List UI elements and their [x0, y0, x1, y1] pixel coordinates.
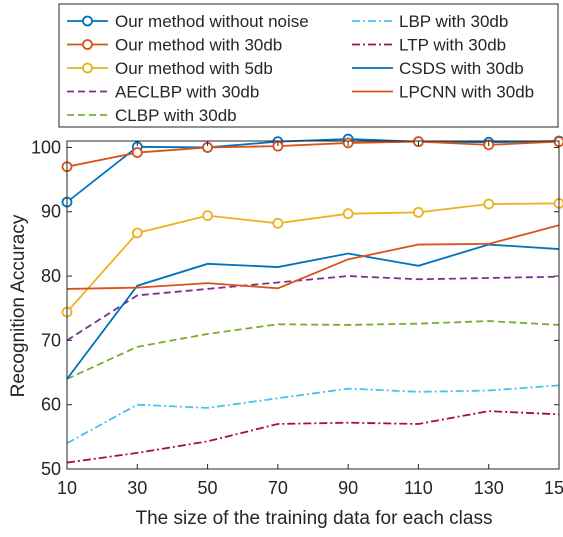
- legend: Our method without noise LBP with 30db Our…: [59, 4, 558, 127]
- legend-label: CSDS with 30db: [399, 59, 524, 78]
- y-tick-label: 100: [31, 137, 61, 157]
- x-tick-label: 130: [474, 478, 504, 498]
- x-tick-label: 90: [338, 478, 358, 498]
- x-tick-label: 10: [57, 478, 77, 498]
- data-point: [133, 148, 142, 157]
- data-point: [273, 219, 282, 228]
- x-axis-label: The size of the training data for each c…: [136, 508, 493, 529]
- x-tick-label: 30: [127, 478, 147, 498]
- data-point: [203, 211, 212, 220]
- legend-label: AECLBP with 30db: [115, 83, 259, 102]
- legend-label: LBP with 30db: [399, 12, 508, 31]
- legend-label: LPCNN with 30db: [399, 83, 534, 102]
- plot-area: [67, 141, 559, 469]
- y-tick-label: 80: [41, 266, 61, 286]
- x-tick-label: 50: [198, 478, 218, 498]
- data-point: [133, 228, 142, 237]
- x-tick-label: 110: [404, 478, 433, 498]
- legend-label: Our method with 5db: [115, 59, 273, 78]
- legend-marker: [83, 40, 92, 49]
- legend-marker: [83, 17, 92, 26]
- legend-label: Our method without noise: [115, 12, 309, 31]
- x-tick-label: 150: [544, 478, 563, 498]
- plot-background: [67, 141, 559, 469]
- y-tick-label: 90: [41, 202, 61, 222]
- legend-label: CLBP with 30db: [115, 106, 237, 125]
- data-point: [484, 200, 493, 209]
- y-tick-label: 70: [41, 330, 61, 350]
- data-point: [414, 208, 423, 217]
- legend-label: Our method with 30db: [115, 36, 282, 55]
- y-tick-label: 50: [41, 459, 61, 479]
- data-point: [344, 209, 353, 218]
- y-tick-label: 60: [41, 395, 61, 415]
- x-tick-label: 70: [268, 478, 288, 498]
- y-axis-label: Recognition Accuracy: [8, 214, 29, 397]
- legend-marker: [83, 64, 92, 73]
- legend-label: LTP with 30db: [399, 36, 506, 55]
